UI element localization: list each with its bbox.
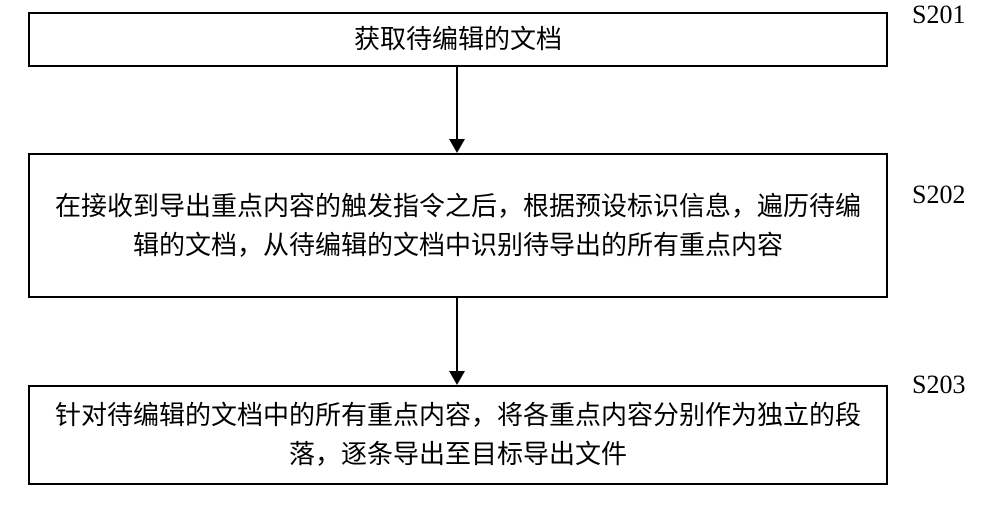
step-text-3: 针对待编辑的文档中的所有重点内容，将各重点内容分别作为独立的段落，逐条导出至目标… bbox=[50, 396, 866, 474]
step-label-2: S202 bbox=[912, 180, 965, 210]
step-box-3: 针对待编辑的文档中的所有重点内容，将各重点内容分别作为独立的段落，逐条导出至目标… bbox=[28, 385, 888, 485]
step-label-3: S203 bbox=[912, 370, 965, 400]
step-box-1: 获取待编辑的文档 bbox=[28, 12, 888, 67]
step-text-1: 获取待编辑的文档 bbox=[354, 20, 562, 59]
flowchart-container: 获取待编辑的文档 S201 在接收到导出重点内容的触发指令之后，根据预设标识信息… bbox=[0, 0, 1000, 507]
arrow-1 bbox=[456, 67, 458, 139]
arrow-2 bbox=[456, 298, 458, 371]
step-text-2: 在接收到导出重点内容的触发指令之后，根据预设标识信息，遍历待编辑的文档，从待编辑… bbox=[50, 187, 866, 265]
arrow-head-1 bbox=[449, 139, 465, 153]
step-label-1: S201 bbox=[912, 0, 965, 30]
label-connector-3 bbox=[0, 0, 25, 6]
step-box-2: 在接收到导出重点内容的触发指令之后，根据预设标识信息，遍历待编辑的文档，从待编辑… bbox=[28, 153, 888, 298]
arrow-head-2 bbox=[449, 371, 465, 385]
